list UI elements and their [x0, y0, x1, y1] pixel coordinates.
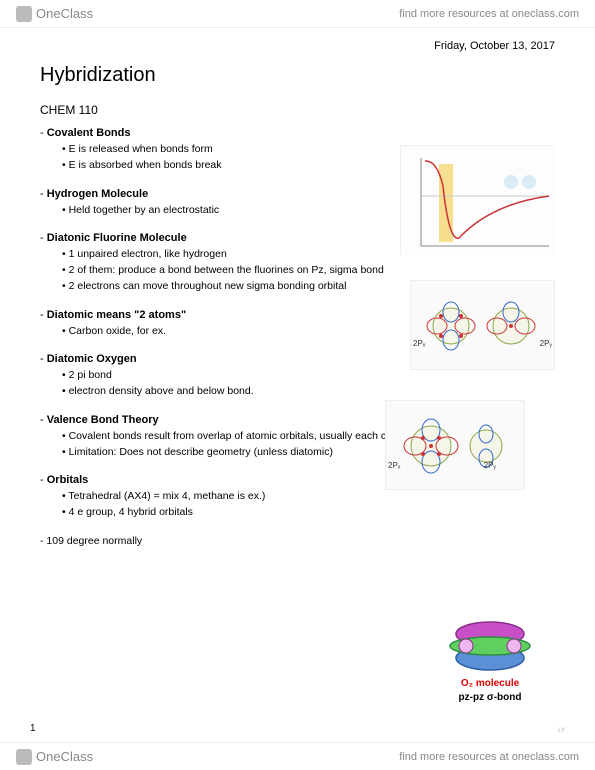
corner-mark: LY: [558, 728, 565, 734]
section-title: Covalent Bonds: [40, 127, 555, 139]
section-title-text: Diatonic Fluorine Molecule: [47, 232, 187, 244]
list-item: electron density above and below bond.: [62, 384, 555, 400]
course-code: CHEM 110: [40, 103, 555, 117]
list-item: Tetrahedral (AX4) = mix 4, methane is ex…: [62, 489, 555, 505]
logo-icon: [16, 749, 32, 765]
section-title-text: Diatomic means "2 atoms": [47, 309, 186, 321]
figure-o2-sigma: O₂ molecule pz-pz σ-bond: [435, 616, 545, 706]
bullet-list: 2 pi bondelectron density above and belo…: [40, 368, 555, 400]
list-item: 2 of them: produce a bond between the fl…: [62, 263, 555, 279]
fig3-label-right: 2Pᵧ: [484, 461, 496, 470]
logo-icon: [16, 6, 32, 22]
trailing-note: 109 degree normally: [40, 535, 555, 547]
footer-logo: OneClass: [16, 749, 93, 765]
footer-brand: OneClass: [36, 749, 93, 764]
page-title: Hybridization: [40, 64, 555, 87]
header-link[interactable]: find more resources at oneclass.com: [399, 8, 579, 20]
date: Friday, October 13, 2017: [40, 40, 555, 52]
page-content: Friday, October 13, 2017 Hybridization C…: [40, 40, 555, 730]
fig4-line2: pz-pz σ-bond: [435, 692, 545, 703]
figure-energy-curve: [400, 145, 555, 255]
section-title-text: Hydrogen Molecule: [47, 188, 148, 200]
section-title-text: Diatomic Oxygen: [47, 353, 137, 365]
brand-logo: OneClass: [16, 6, 93, 22]
section-title-text: Valence Bond Theory: [47, 414, 159, 426]
page-number: 1: [30, 723, 36, 734]
section-title-text: Covalent Bonds: [47, 127, 131, 139]
fig4-line1: O₂ molecule: [435, 678, 545, 689]
figure-fluorine-orbitals: 2Pₓ 2Pᵧ: [410, 280, 555, 370]
footer-link[interactable]: find more resources at oneclass.com: [399, 751, 579, 763]
figure-oxygen-orbitals: 2Pₓ 2Pᵧ: [385, 400, 525, 490]
section-title-text: Orbitals: [47, 474, 89, 486]
fig3-label-left: 2Pₓ: [388, 461, 400, 470]
bullet-list: Tetrahedral (AX4) = mix 4, methane is ex…: [40, 489, 555, 521]
list-item: 4 e group, 4 hybrid orbitals: [62, 505, 555, 521]
fig2-label-right: 2Pᵧ: [540, 339, 552, 348]
brand-name: OneClass: [36, 6, 93, 21]
fig2-label-left: 2Pₓ: [413, 339, 425, 348]
